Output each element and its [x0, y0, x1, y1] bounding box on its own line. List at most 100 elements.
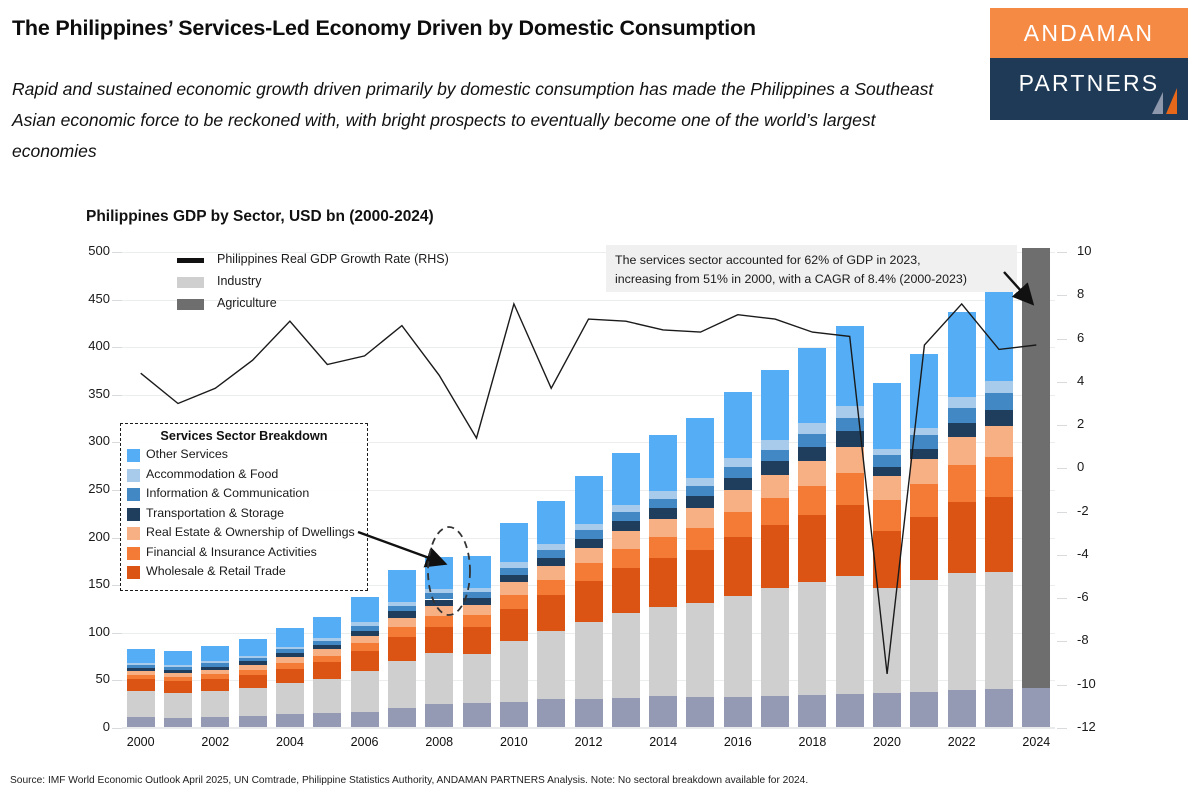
bar-2023[interactable] — [985, 252, 1014, 728]
services-legend-item-6[interactable]: Wholesale & Retail Trade — [121, 563, 367, 583]
services-legend-swatch-icon — [127, 566, 140, 579]
bar-segment — [723, 595, 752, 697]
bar-2020[interactable] — [873, 252, 902, 728]
bar-segment — [238, 669, 267, 675]
bar-segment — [238, 674, 267, 688]
bar-segment — [649, 606, 678, 697]
bar-segment — [425, 703, 454, 728]
bar-segment — [873, 588, 902, 693]
bar-segment — [761, 525, 790, 589]
y-tick-mark-right — [1057, 381, 1067, 383]
andaman-partners-logo: ANDAMAN PARTNERS — [990, 8, 1188, 120]
legend-item-2[interactable]: Agriculture — [177, 294, 477, 316]
services-legend-swatch-icon — [127, 507, 140, 521]
bar-segment — [798, 434, 827, 447]
bar-2011[interactable] — [537, 252, 566, 728]
bar-segment — [126, 663, 155, 666]
services-legend-item-2[interactable]: Information & Communication — [121, 485, 367, 505]
bar-2003[interactable] — [238, 252, 267, 728]
services-legend-item-3[interactable]: Transportation & Storage — [121, 505, 367, 525]
bar-2001[interactable] — [163, 252, 192, 728]
bar-segment — [873, 467, 902, 477]
y-axis-right-tick: 0 — [1077, 459, 1085, 475]
sail-icon — [1152, 88, 1177, 114]
bar-segment — [985, 688, 1014, 728]
bar-2024[interactable] — [1022, 248, 1051, 728]
bar-segment — [947, 422, 976, 438]
bar-segment — [499, 562, 528, 568]
bar-2019[interactable] — [835, 252, 864, 728]
bar-2021[interactable] — [910, 252, 939, 728]
bar-2014[interactable] — [649, 252, 678, 728]
bar-segment — [163, 667, 192, 670]
bar-segment — [275, 647, 304, 650]
bar-segment — [201, 666, 230, 670]
services-legend-item-4[interactable]: Real Estate & Ownership of Dwellings — [121, 524, 367, 544]
bar-segment — [201, 674, 230, 679]
bar-segment — [873, 454, 902, 468]
y-axis-right-tick: 6 — [1077, 329, 1085, 345]
legend-swatch-icon — [177, 299, 204, 310]
bar-2018[interactable] — [798, 252, 827, 728]
bar-2010[interactable] — [499, 252, 528, 728]
services-legend-item-0[interactable]: Other Services — [121, 446, 367, 466]
legend-item-1[interactable]: Industry — [177, 272, 477, 294]
bar-segment — [686, 478, 715, 487]
bar-segment — [499, 574, 528, 583]
bar-segment — [873, 499, 902, 531]
bar-2005[interactable] — [313, 252, 342, 728]
y-axis-right-tick: 2 — [1077, 416, 1085, 432]
services-legend-rows: Other Services Accommodation & Food Inform… — [121, 446, 367, 583]
bar-segment — [462, 626, 491, 654]
bar-2015[interactable] — [686, 252, 715, 728]
y-axis-left-tick: 300 — [88, 433, 110, 449]
bar-segment — [798, 514, 827, 582]
bar-2012[interactable] — [574, 252, 603, 728]
gridline — [122, 394, 1055, 396]
x-axis-tick-2024: 2024 — [1022, 735, 1051, 749]
bar-segment — [387, 611, 416, 618]
y-tick-mark — [112, 299, 122, 301]
bar-segment — [126, 675, 155, 680]
bar-segment — [350, 643, 379, 652]
bar-segment — [723, 537, 752, 596]
x-axis-tick-2004: 2004 — [276, 735, 304, 749]
legend-swatch-icon — [177, 277, 204, 288]
bar-segment — [201, 646, 230, 662]
bar-segment — [163, 665, 192, 668]
bar-2004[interactable] — [275, 252, 304, 728]
bar-segment — [910, 579, 939, 693]
callout-annotation: The services sector accounted for 62% of… — [606, 245, 1017, 292]
services-legend-item-1[interactable]: Accommodation & Food — [121, 466, 367, 486]
bar-segment — [835, 431, 864, 447]
y-axis-left-tick: 400 — [88, 338, 110, 354]
bar-segment — [499, 582, 528, 595]
bar-2006[interactable] — [350, 252, 379, 728]
bar-2013[interactable] — [611, 252, 640, 728]
y-axis-right-tick: 10 — [1077, 243, 1092, 258]
bar-segment — [611, 452, 640, 506]
bar-segment — [537, 630, 566, 699]
bar-segment — [537, 594, 566, 631]
bar-segment — [425, 652, 454, 704]
bar-segment — [649, 490, 678, 499]
y-axis-right-tick: 8 — [1077, 286, 1085, 302]
bar-segment — [201, 663, 230, 667]
callout-line-1: The services sector accounted for 62% of… — [615, 253, 921, 267]
y-axis-left-tick: 50 — [95, 671, 110, 687]
bar-segment — [761, 474, 790, 499]
legend-item-0[interactable]: Philippines Real GDP Growth Rate (RHS) — [177, 250, 477, 272]
bar-segment — [835, 473, 864, 506]
bar-segment — [723, 511, 752, 538]
bar-2022[interactable] — [947, 252, 976, 728]
bar-segment — [537, 698, 566, 728]
bar-segment — [350, 671, 379, 712]
services-legend-item-5[interactable]: Financial & Insurance Activities — [121, 544, 367, 564]
bar-2007[interactable] — [387, 252, 416, 728]
bar-2000[interactable] — [126, 252, 155, 728]
gdp-growth-line — [140, 301, 1037, 674]
bar-2016[interactable] — [723, 252, 752, 728]
bar-2002[interactable] — [201, 252, 230, 728]
bar-2017[interactable] — [761, 252, 790, 728]
y-axis-right-tick: -12 — [1077, 719, 1096, 734]
